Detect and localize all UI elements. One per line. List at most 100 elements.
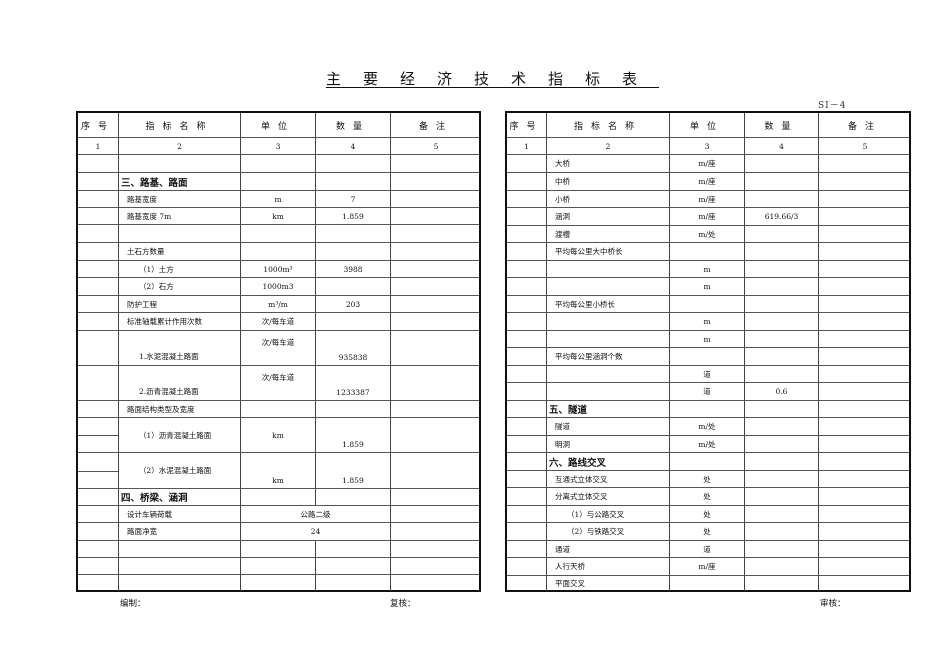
seq-cell (507, 558, 547, 575)
quantity-cell (745, 453, 819, 470)
column-header: 指标名称 (547, 113, 670, 137)
remark-cell (819, 348, 911, 365)
unit-cell: m (670, 278, 745, 295)
remark-cell (391, 208, 481, 224)
unit-cell: m/处 (670, 418, 745, 435)
seq-cell (507, 471, 547, 487)
unit-cell: m/座 (670, 191, 745, 207)
quantity-cell: 0.6 (745, 383, 819, 400)
seq-cell (507, 155, 547, 172)
remark-cell (391, 575, 481, 591)
table-row: 人行天桥 m/座 (507, 558, 909, 576)
indicator-name: （2）石方 (119, 278, 241, 295)
seq-cell (507, 331, 547, 347)
indicator-name: 六、路线交叉 (547, 453, 670, 470)
quantity-cell (316, 401, 391, 417)
unit-cell: m (670, 331, 745, 347)
seq-cell (78, 453, 119, 488)
unit-cell (670, 453, 745, 470)
quantity-cell (745, 155, 819, 172)
seq-cell (507, 418, 547, 435)
remark-cell (391, 453, 481, 488)
table-row: 路基宽度 7m km 1.859 (78, 208, 479, 225)
header-row: 序号 指标名称 单位 数量 备注 (507, 113, 909, 138)
indicator-name: 涵洞 (547, 208, 670, 225)
unit-cell (241, 243, 316, 260)
column-header: 数量 (316, 113, 391, 137)
unit-cell: 次/每车道 (241, 313, 316, 330)
seq-cell (507, 278, 547, 295)
indicator-name: （1）沥青混凝土路面 (119, 418, 241, 452)
table-row: （1）沥青混凝土路面 km 1.859 (78, 418, 479, 453)
indicator-name: 三、路基、路面 (119, 173, 241, 190)
unit-cell (241, 575, 316, 591)
remark-cell (391, 558, 481, 574)
right-indicator-table: 序号 指标名称 单位 数量 备注 1 2 3 4 5 大桥 m/座 中桥 m/座 小桥 m/座 涵洞 m/座 619… (505, 111, 911, 592)
seq-cell (78, 191, 119, 207)
table-row: 平均每公里涵洞个数 (507, 348, 909, 366)
unit-cell: m/座 (670, 173, 745, 190)
indicator-name: 平均每公里小桥长 (547, 296, 670, 312)
table-row: 中桥 m/座 (507, 173, 909, 191)
unit-cell (241, 558, 316, 574)
indicator-name: 1.水泥混凝土路面 (119, 331, 241, 365)
quantity-cell: 203 (316, 296, 391, 312)
remark-cell (391, 296, 481, 312)
quantity-cell (316, 575, 391, 591)
unit-cell: 处 (670, 488, 745, 505)
remark-cell (819, 418, 911, 435)
unit-cell (241, 155, 316, 172)
indicator-name (119, 541, 241, 557)
unit-cell (670, 243, 745, 260)
quantity-cell (745, 401, 819, 417)
form-code: SⅠ－4 (818, 101, 847, 111)
remark-cell (391, 155, 481, 172)
remark-cell (391, 418, 481, 452)
table-row: （1）与公路交叉处 (507, 506, 909, 523)
column-number: 2 (119, 138, 241, 154)
remark-cell (819, 488, 911, 505)
unit-cell: 次/每车道 (241, 366, 316, 400)
column-number: 5 (862, 141, 868, 151)
unit-cell: m/座 (670, 208, 745, 225)
unit-cell (241, 173, 316, 190)
seq-cell (78, 278, 119, 295)
table-row: 土石方数量 (78, 243, 479, 261)
indicator-name: 标准轴载累计作用次数 (119, 313, 241, 330)
remark-cell (391, 278, 481, 295)
table-row: 道 0.6 (507, 383, 909, 401)
quantity-cell (316, 243, 391, 260)
table-row: 小桥 m/座 (507, 191, 909, 208)
seq-cell (78, 173, 119, 190)
seq-cell (78, 575, 119, 591)
remark-cell (819, 155, 911, 172)
quantity-cell (745, 331, 819, 347)
quantity-cell: 1.859 (316, 208, 391, 224)
unit-cell (670, 348, 745, 365)
column-number: 1 (507, 138, 547, 154)
table-row: 路面结构类型及宽度 (78, 401, 479, 418)
seq-cell (78, 418, 119, 452)
indicator-name (547, 261, 670, 277)
quantity-cell (745, 348, 819, 365)
seq-cell (507, 191, 547, 207)
remark-cell (819, 383, 911, 400)
seq-cell (78, 489, 119, 505)
indicator-name: 路面净宽 (119, 523, 241, 540)
table-row: 设计车辆荷载 公路二级 (78, 506, 479, 523)
table-row: 防护工程 m³/m 203 (78, 296, 479, 313)
remark-cell (819, 278, 911, 295)
seq-cell (507, 313, 547, 330)
remark-cell (391, 225, 481, 242)
unit-cell: m/处 (670, 226, 745, 242)
seq-cell (78, 523, 119, 540)
remark-cell (819, 331, 911, 347)
remark-cell (819, 261, 911, 277)
remark-cell (391, 313, 481, 330)
quantity-cell (745, 226, 819, 242)
remark-cell (819, 313, 911, 330)
column-header: 备注 (847, 121, 882, 132)
quantity-cell (745, 541, 819, 557)
left-indicator-table: 序号 指标名称 单位 数量 备注 1 2 3 4 5 三、路基、路面 路基宽度 m 7 路基宽度 7m km 1… (76, 111, 481, 592)
